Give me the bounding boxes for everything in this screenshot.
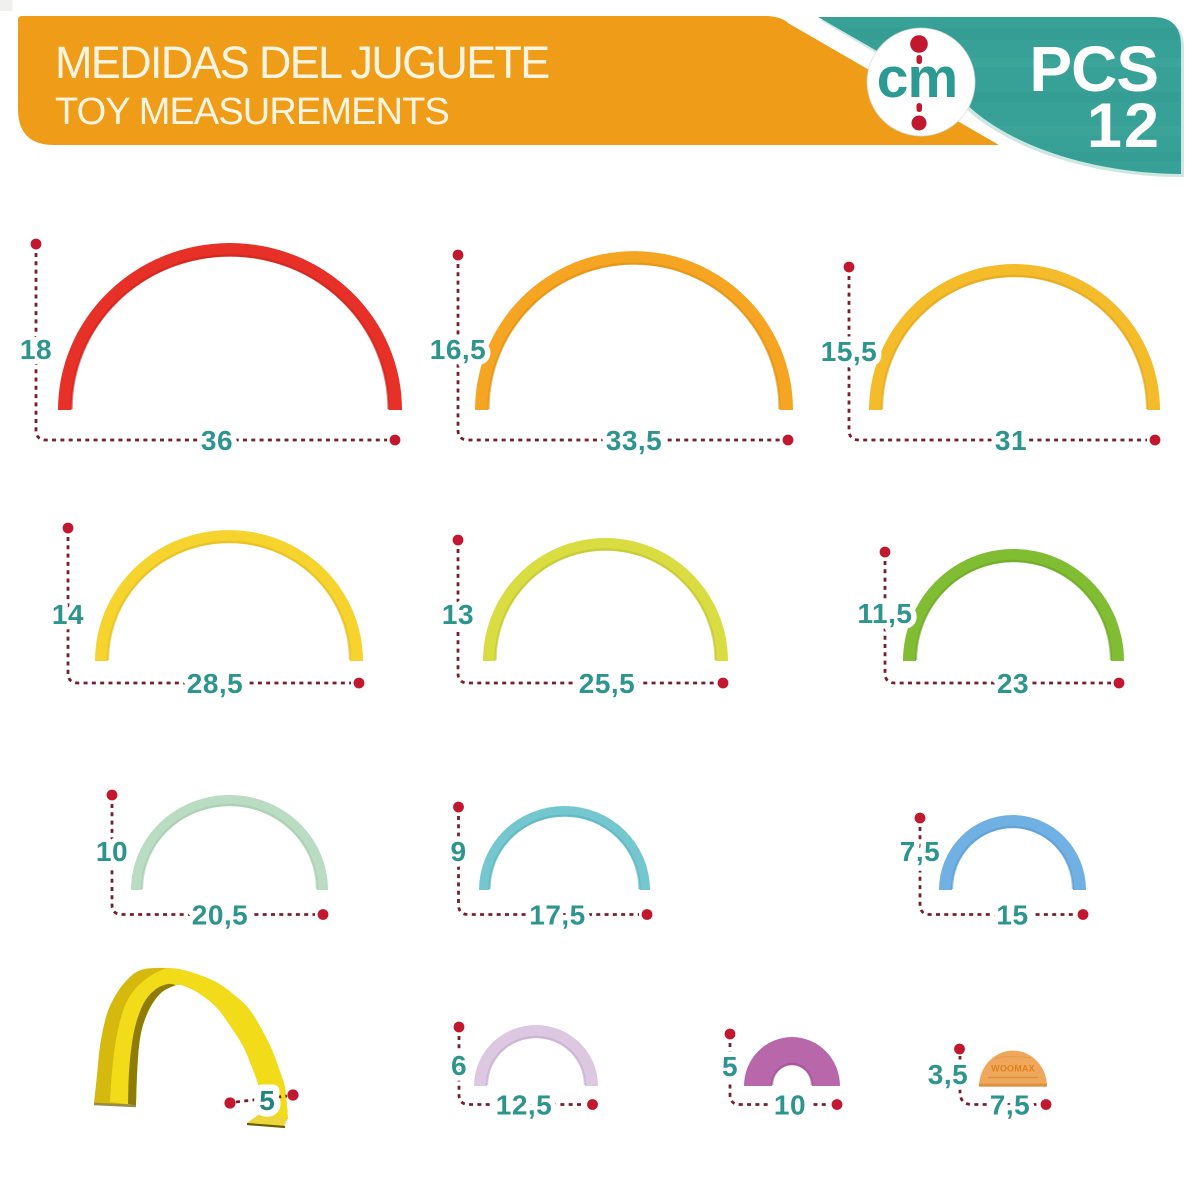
svg-text:36: 36 (201, 425, 233, 456)
svg-text:31: 31 (995, 425, 1027, 456)
svg-text:25,5: 25,5 (579, 668, 636, 699)
svg-text:TOY MEASUREMENTS: TOY MEASUREMENTS (55, 91, 449, 133)
svg-text:5: 5 (259, 1085, 275, 1116)
svg-text:15: 15 (996, 900, 1028, 931)
svg-text:15: 15 (996, 900, 1028, 931)
svg-text:cm: cm (877, 46, 957, 110)
svg-text:18: 18 (20, 334, 52, 365)
svg-text:25,5: 25,5 (579, 668, 636, 699)
svg-text:36: 36 (201, 425, 233, 456)
svg-text:10: 10 (96, 836, 128, 867)
svg-text:7,5: 7,5 (900, 836, 940, 867)
svg-text:16,5: 16,5 (430, 334, 487, 365)
svg-text:6: 6 (451, 1050, 467, 1081)
svg-text:10: 10 (96, 836, 128, 867)
svg-text:12,5: 12,5 (496, 1090, 553, 1121)
svg-text:15,5: 15,5 (821, 336, 878, 367)
svg-text:5: 5 (722, 1051, 738, 1082)
svg-text:10: 10 (774, 1090, 806, 1121)
svg-text:17,5: 17,5 (529, 900, 586, 931)
svg-text:17,5: 17,5 (529, 900, 586, 931)
svg-text:15,5: 15,5 (821, 336, 878, 367)
svg-text:18: 18 (20, 334, 52, 365)
svg-text:MEDIDAS DEL JUGUETE: MEDIDAS DEL JUGUETE (55, 37, 549, 88)
svg-text:31: 31 (995, 425, 1027, 456)
svg-text:3,5: 3,5 (928, 1059, 968, 1090)
svg-text:12,5: 12,5 (496, 1090, 553, 1121)
svg-text:13: 13 (442, 599, 474, 630)
svg-text:7,5: 7,5 (990, 1090, 1030, 1121)
svg-text:3,5: 3,5 (928, 1059, 968, 1090)
svg-text:WOOMAX: WOOMAX (991, 1064, 1035, 1074)
svg-text:20,5: 20,5 (192, 900, 249, 931)
svg-text:7,5: 7,5 (900, 836, 940, 867)
svg-text:23: 23 (997, 668, 1029, 699)
svg-text:14: 14 (52, 599, 84, 630)
svg-text:13: 13 (442, 599, 474, 630)
svg-text:9: 9 (450, 836, 466, 867)
svg-text:16,5: 16,5 (430, 334, 487, 365)
svg-text:14: 14 (52, 599, 84, 630)
svg-text:12: 12 (1087, 91, 1161, 161)
svg-text:20,5: 20,5 (192, 900, 249, 931)
svg-text:10: 10 (774, 1090, 806, 1121)
svg-text:7,5: 7,5 (990, 1090, 1030, 1121)
svg-text:33,5: 33,5 (606, 425, 663, 456)
svg-text:11,5: 11,5 (858, 598, 913, 629)
svg-text:11,5: 11,5 (858, 598, 913, 629)
svg-text:33,5: 33,5 (606, 425, 663, 456)
svg-text:28,5: 28,5 (187, 668, 244, 699)
svg-text:PCS: PCS (1029, 33, 1158, 105)
svg-text:23: 23 (997, 668, 1029, 699)
svg-text:28,5: 28,5 (187, 668, 244, 699)
